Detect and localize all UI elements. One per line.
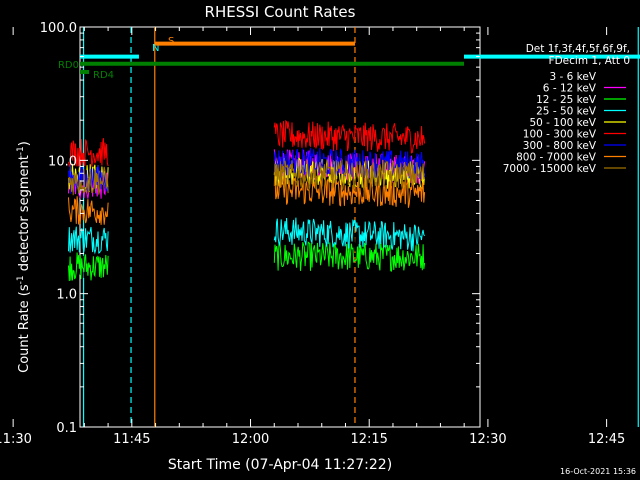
x-axis-label: Start Time (07-Apr-04 11:27:22): [168, 457, 392, 473]
legend: Det 1f,3f,4f,5f,6f,9f,FDecim 1, Att 0 3 -…: [503, 43, 630, 175]
flag-label-rd0: RD0: [58, 60, 79, 71]
legend-label-3: 25 - 50 keV: [536, 106, 597, 118]
series-line-8: [68, 159, 426, 196]
legend-label-1: 6 - 12 keV: [543, 83, 597, 95]
flag-label-rd4: RD4: [93, 70, 114, 81]
legend-label-6: 300 - 800 keV: [523, 140, 597, 152]
x-tick-label-0: 11:30: [0, 432, 32, 447]
series-line-3: [68, 217, 426, 255]
flag-label-s: S: [168, 36, 174, 47]
legend-header-0: Det 1f,3f,4f,5f,6f,9f,: [526, 43, 630, 55]
y-tick-label-1: 1.0: [56, 288, 77, 303]
legend-label-4: 50 - 100 keV: [529, 117, 596, 129]
legend-label-7: 800 - 7000 keV: [516, 152, 597, 164]
legend-header-1: FDecim 1, Att 0: [549, 55, 630, 67]
legend-label-5: 100 - 300 keV: [523, 129, 597, 141]
y-axis-label: Count Rate (s-1 detector segment-1): [16, 141, 32, 373]
x-tick-label-3: 12:15: [350, 432, 387, 447]
series-line-7: [68, 176, 426, 225]
flag-label-n: N: [152, 43, 159, 54]
y-tick-label-3: 100.0: [40, 21, 77, 36]
x-tick-label-1: 11:45: [113, 432, 150, 447]
series-line-2: [68, 241, 426, 282]
series-line-5: [68, 119, 426, 167]
legend-label-0: 3 - 6 keV: [549, 71, 596, 83]
flag-bars: NS RD0 RD4: [58, 36, 640, 81]
plot-axes: [79, 26, 481, 428]
y-tick-label-0: 0.1: [56, 421, 77, 436]
x-tick-label-2: 12:00: [232, 432, 269, 447]
y-tick-label-2: 10.0: [48, 154, 77, 169]
attenuator-vlines: [82, 27, 639, 427]
legend-label-2: 12 - 25 keV: [536, 94, 597, 106]
axis-ticks: 0.1 1.0 10.0 100.0 11:30 11:45 12:00 12:15 12:30…: [0, 21, 625, 447]
plot-frame: [79, 26, 481, 428]
timestamp: 16-Oct-2021 15:36: [560, 467, 636, 476]
x-tick-label-5: 12:45: [588, 432, 625, 447]
chart-title: RHESSI Count Rates: [205, 3, 356, 21]
series-line-0: [68, 207, 426, 279]
x-tick-label-4: 12:30: [469, 432, 506, 447]
series-group: [68, 119, 426, 282]
legend-label-8: 7000 - 15000 keV: [503, 163, 597, 175]
